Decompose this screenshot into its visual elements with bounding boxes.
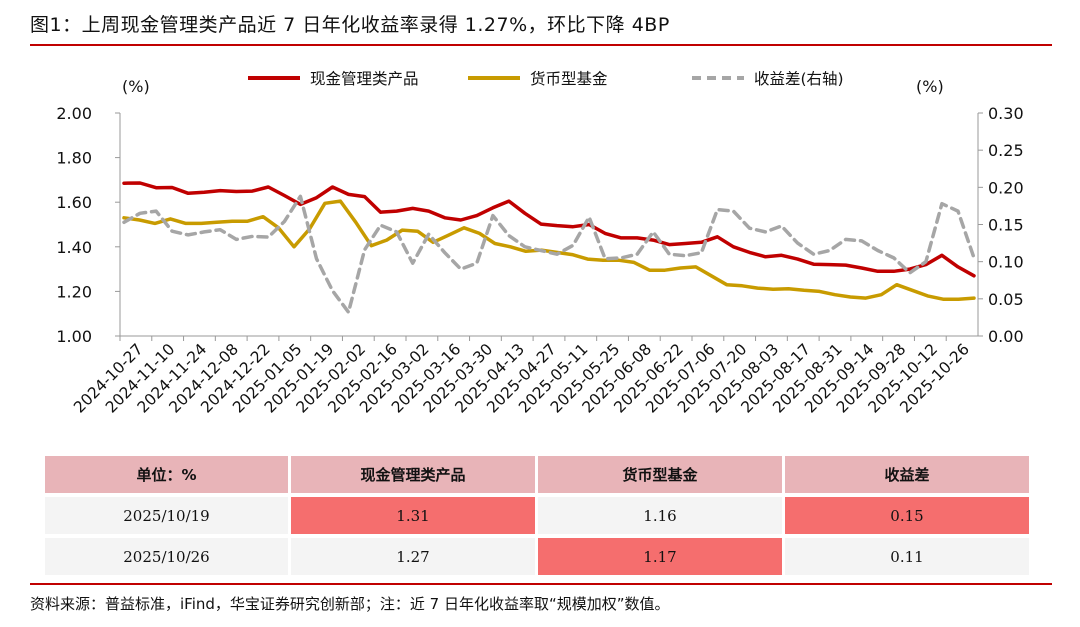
legend-label-3: 收益差(右轴) <box>754 70 844 88</box>
row1-money: 1.16 <box>538 497 782 534</box>
row2-spread: 0.11 <box>785 538 1029 575</box>
left-tick-label: 1.00 <box>56 327 92 346</box>
line-chart: 1.00 1.20 1.40 1.60 1.80 2.00 0.00 0.05 0.10 0.15… <box>56 70 1024 417</box>
source-note: 资料来源：普益标准，iFind，华宝证券研究创新部；注：近 7 日年化收益率取“… <box>30 595 670 613</box>
right-tick-label: 0.25 <box>988 141 1024 160</box>
left-tick-label: 1.40 <box>56 238 92 257</box>
series-line-2 <box>122 199 976 301</box>
right-tick-label: 0.15 <box>988 216 1024 235</box>
title-divider <box>30 44 1052 46</box>
series-line-1 <box>122 181 976 278</box>
right-tick-label: 0.00 <box>988 327 1024 346</box>
header-unit: 单位：% <box>45 456 288 493</box>
row2-date: 2025/10/26 <box>45 538 288 575</box>
left-tick-label: 2.00 <box>56 104 92 123</box>
left-axis-unit: (%) <box>122 77 150 96</box>
footer-divider <box>30 583 1052 585</box>
legend-label-1: 现金管理类产品 <box>310 70 419 88</box>
header-cash: 现金管理类产品 <box>291 456 535 493</box>
left-tick-label: 1.60 <box>56 193 92 212</box>
figure-title: 图1：上周现金管理类产品近 7 日年化收益率录得 1.27%，环比下降 4BP <box>30 14 670 36</box>
summary-table: 单位：% 现金管理类产品 货币型基金 收益差 2025/10/19 1.31 1… <box>42 452 1032 579</box>
left-tick-label: 1.80 <box>56 149 92 168</box>
table-header-row: 单位：% 现金管理类产品 货币型基金 收益差 <box>45 456 1029 493</box>
row1-date: 2025/10/19 <box>45 497 288 534</box>
series-line-3 <box>122 194 976 314</box>
left-tick-label: 1.20 <box>56 282 92 301</box>
right-axis-unit: (%) <box>916 77 944 96</box>
row2-cash: 1.27 <box>291 538 535 575</box>
row2-money: 1.17 <box>538 538 782 575</box>
row1-cash: 1.31 <box>291 497 535 534</box>
right-tick-label: 0.10 <box>988 253 1024 272</box>
header-spread: 收益差 <box>785 456 1029 493</box>
table-row: 2025/10/26 1.27 1.17 0.11 <box>45 538 1029 575</box>
right-tick-label: 0.30 <box>988 104 1024 123</box>
right-tick-label: 0.05 <box>988 290 1024 309</box>
table-row: 2025/10/19 1.31 1.16 0.15 <box>45 497 1029 534</box>
legend-label-2: 货币型基金 <box>530 70 608 88</box>
right-tick-label: 0.20 <box>988 178 1024 197</box>
header-money: 货币型基金 <box>538 456 782 493</box>
row1-spread: 0.15 <box>785 497 1029 534</box>
